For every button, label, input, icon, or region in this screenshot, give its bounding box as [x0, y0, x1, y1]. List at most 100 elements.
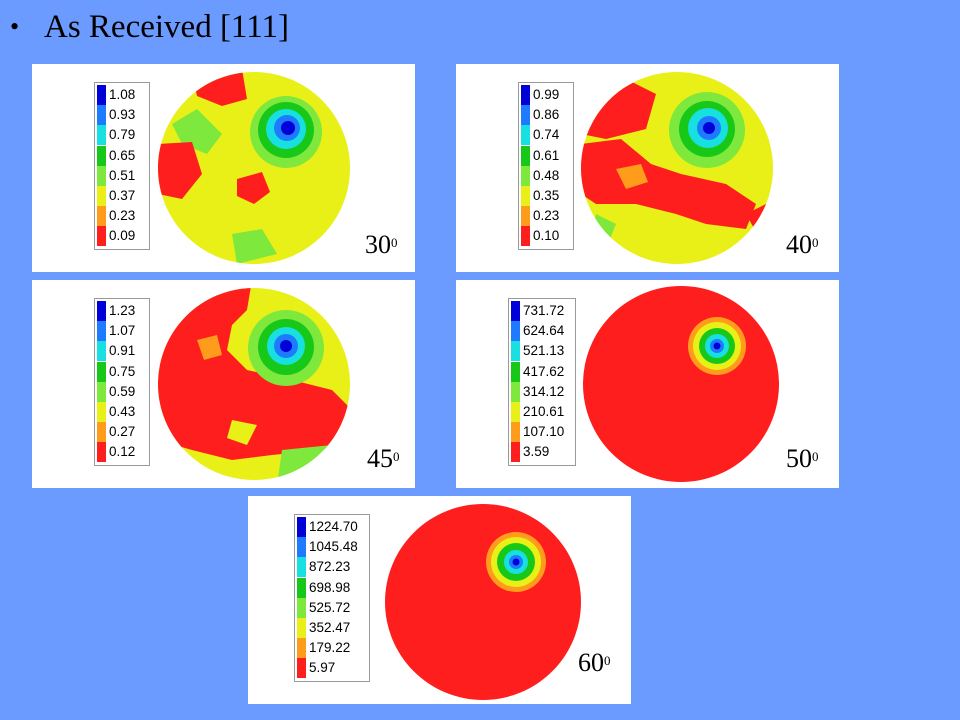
- legend-swatch: [297, 638, 306, 659]
- legend-swatch: [511, 422, 520, 443]
- legend-value: 107.10: [523, 424, 565, 440]
- pole-figure-50: [583, 286, 779, 482]
- legend-swatch: [97, 381, 106, 402]
- legend-value: 0.61: [533, 147, 560, 163]
- legend-value: 1.08: [109, 87, 136, 102]
- legend-value: 0.48: [533, 167, 560, 183]
- legend-value: 210.61: [523, 404, 565, 419]
- slide-title: • As Received [111]: [10, 4, 289, 50]
- pole-figure-45: [158, 288, 350, 480]
- legend-value: 352.47: [309, 620, 351, 635]
- legend-swatch: [97, 186, 106, 206]
- legend-swatch: [297, 618, 306, 638]
- legend-value: 0.65: [109, 147, 136, 163]
- color-legend: 0.99 0.86 0.74 0.61 0.48 0.35 0.23 0.10: [518, 82, 574, 250]
- legend-value: 1224.70: [309, 519, 358, 534]
- legend-value: 0.74: [533, 127, 560, 143]
- legend-swatch: [511, 341, 520, 362]
- legend-value: 0.86: [533, 107, 560, 123]
- legend-swatch: [297, 557, 306, 578]
- legend-swatch: [511, 442, 520, 463]
- legend-value: 521.13: [523, 343, 565, 359]
- legend-swatch: [97, 226, 106, 247]
- legend-swatch: [297, 658, 306, 679]
- legend-swatch: [97, 85, 106, 105]
- slide-title-text: As Received [111]: [44, 8, 289, 45]
- legend-value: 0.12: [109, 444, 136, 460]
- legend-swatch: [521, 145, 530, 166]
- legend-swatch: [97, 442, 106, 463]
- legend-swatch: [97, 105, 106, 126]
- legend-swatch: [297, 537, 306, 558]
- angle-label: 400: [786, 230, 819, 259]
- legend-swatch: [511, 301, 520, 321]
- legend-swatch: [511, 381, 520, 402]
- legend-swatch: [521, 125, 530, 146]
- legend-swatch: [511, 321, 520, 342]
- legend-swatch: [97, 206, 106, 227]
- color-legend: 731.72 624.64 521.13 417.62 314.12 210.61 107.…: [508, 298, 576, 466]
- legend-swatch: [521, 85, 530, 105]
- legend-swatch: [297, 597, 306, 618]
- color-legend: 1224.70 1045.48 872.23 698.98 525.72 352.47 17…: [294, 514, 370, 682]
- legend-swatch: [521, 105, 530, 126]
- legend-swatch: [97, 145, 106, 166]
- legend-value: 0.37: [109, 188, 136, 203]
- legend-swatch: [97, 361, 106, 382]
- legend-swatch: [521, 206, 530, 227]
- legend-value: 0.27: [109, 424, 136, 440]
- legend-value: 0.10: [533, 228, 560, 244]
- angle-label: 500: [786, 444, 819, 473]
- pole-figure-panel-60: 1224.70 1045.48 872.23 698.98 525.72 352.47 17…: [248, 496, 631, 704]
- legend-value: 314.12: [523, 383, 565, 399]
- bullet-icon: •: [10, 12, 20, 41]
- pole-figure-panel-50: 731.72 624.64 521.13 417.62 314.12 210.61 107.…: [456, 280, 839, 488]
- pole-figure-panel-30: 1.08 0.93 0.79 0.65 0.51 0.37 0.23 0.09 300: [32, 64, 415, 272]
- legend-swatch: [97, 321, 106, 342]
- legend-value: 0.79: [109, 127, 136, 143]
- pole-figure-panel-45: 1.23 1.07 0.91 0.75 0.59 0.43 0.27 0.12 450: [32, 280, 415, 488]
- legend-value: 0.23: [109, 208, 136, 224]
- legend-swatch: [511, 361, 520, 382]
- legend-value: 1.07: [109, 323, 136, 339]
- legend-value: 0.09: [109, 228, 136, 244]
- legend-swatch: [97, 301, 106, 321]
- legend-value: 5.97: [309, 660, 336, 676]
- legend-value: 3.59: [523, 444, 550, 460]
- legend-value: 0.99: [533, 87, 560, 102]
- legend-swatch: [97, 402, 106, 422]
- legend-value: 0.93: [109, 107, 136, 123]
- angle-label: 450: [367, 444, 400, 473]
- legend-value: 731.72: [523, 303, 565, 318]
- legend-swatch: [511, 402, 520, 422]
- legend-swatch: [297, 517, 306, 537]
- pole-figure-panel-40: 0.99 0.86 0.74 0.61 0.48 0.35 0.23 0.10 400: [456, 64, 839, 272]
- legend-value: 417.62: [523, 363, 565, 379]
- angle-label: 600: [578, 648, 611, 677]
- legend-swatch: [521, 226, 530, 247]
- pole-figure-60: [385, 504, 581, 700]
- legend-value: 0.59: [109, 383, 136, 399]
- legend-value: 624.64: [523, 323, 565, 339]
- legend-value: 698.98: [309, 579, 351, 595]
- legend-value: 1045.48: [309, 539, 358, 555]
- legend-value: 525.72: [309, 599, 351, 615]
- color-legend: 1.08 0.93 0.79 0.65 0.51 0.37 0.23 0.09: [94, 82, 150, 250]
- legend-value: 0.51: [109, 167, 136, 183]
- legend-swatch: [521, 165, 530, 186]
- color-legend: 1.23 1.07 0.91 0.75 0.59 0.43 0.27 0.12: [94, 298, 150, 466]
- legend-swatch: [97, 165, 106, 186]
- legend-value: 872.23: [309, 559, 351, 575]
- legend-value: 0.23: [533, 208, 560, 224]
- angle-label: 300: [365, 230, 398, 259]
- legend-swatch: [297, 577, 306, 598]
- legend-swatch: [97, 422, 106, 443]
- pole-figure-40: [581, 72, 773, 264]
- legend-value: 1.23: [109, 303, 136, 318]
- legend-swatch: [521, 186, 530, 206]
- legend-value: 0.91: [109, 343, 136, 359]
- legend-value: 0.43: [109, 404, 136, 419]
- legend-value: 0.35: [533, 188, 560, 203]
- legend-value: 179.22: [309, 640, 351, 656]
- legend-swatch: [97, 341, 106, 362]
